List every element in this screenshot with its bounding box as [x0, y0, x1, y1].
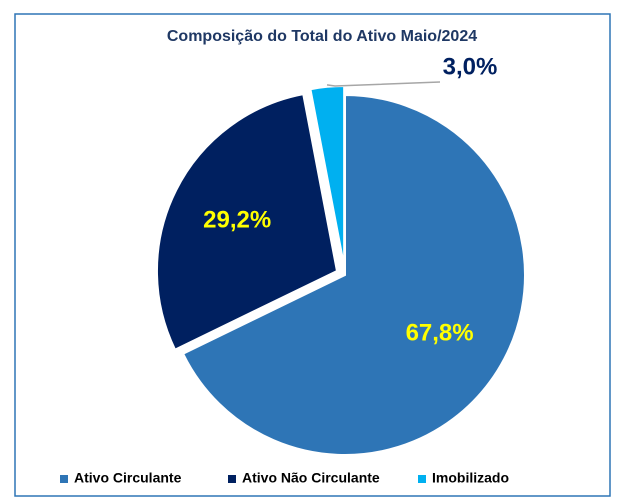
chart-title: Composição do Total do Ativo Maio/2024 [167, 28, 477, 45]
legend-label: Imobilizado [432, 470, 509, 486]
legend-marker [228, 475, 236, 483]
data-label: 29,2% [203, 206, 271, 233]
pie-slice [181, 93, 526, 456]
legend-label: Ativo Não Circulante [242, 470, 380, 486]
pie-slice [156, 92, 339, 351]
leader-line [326, 81, 441, 87]
data-label: 67,8% [406, 320, 474, 347]
legend-marker [60, 475, 68, 483]
data-label: 3,0% [443, 53, 498, 80]
legend-marker [418, 475, 426, 483]
legend-label: Ativo Circulante [74, 470, 182, 486]
